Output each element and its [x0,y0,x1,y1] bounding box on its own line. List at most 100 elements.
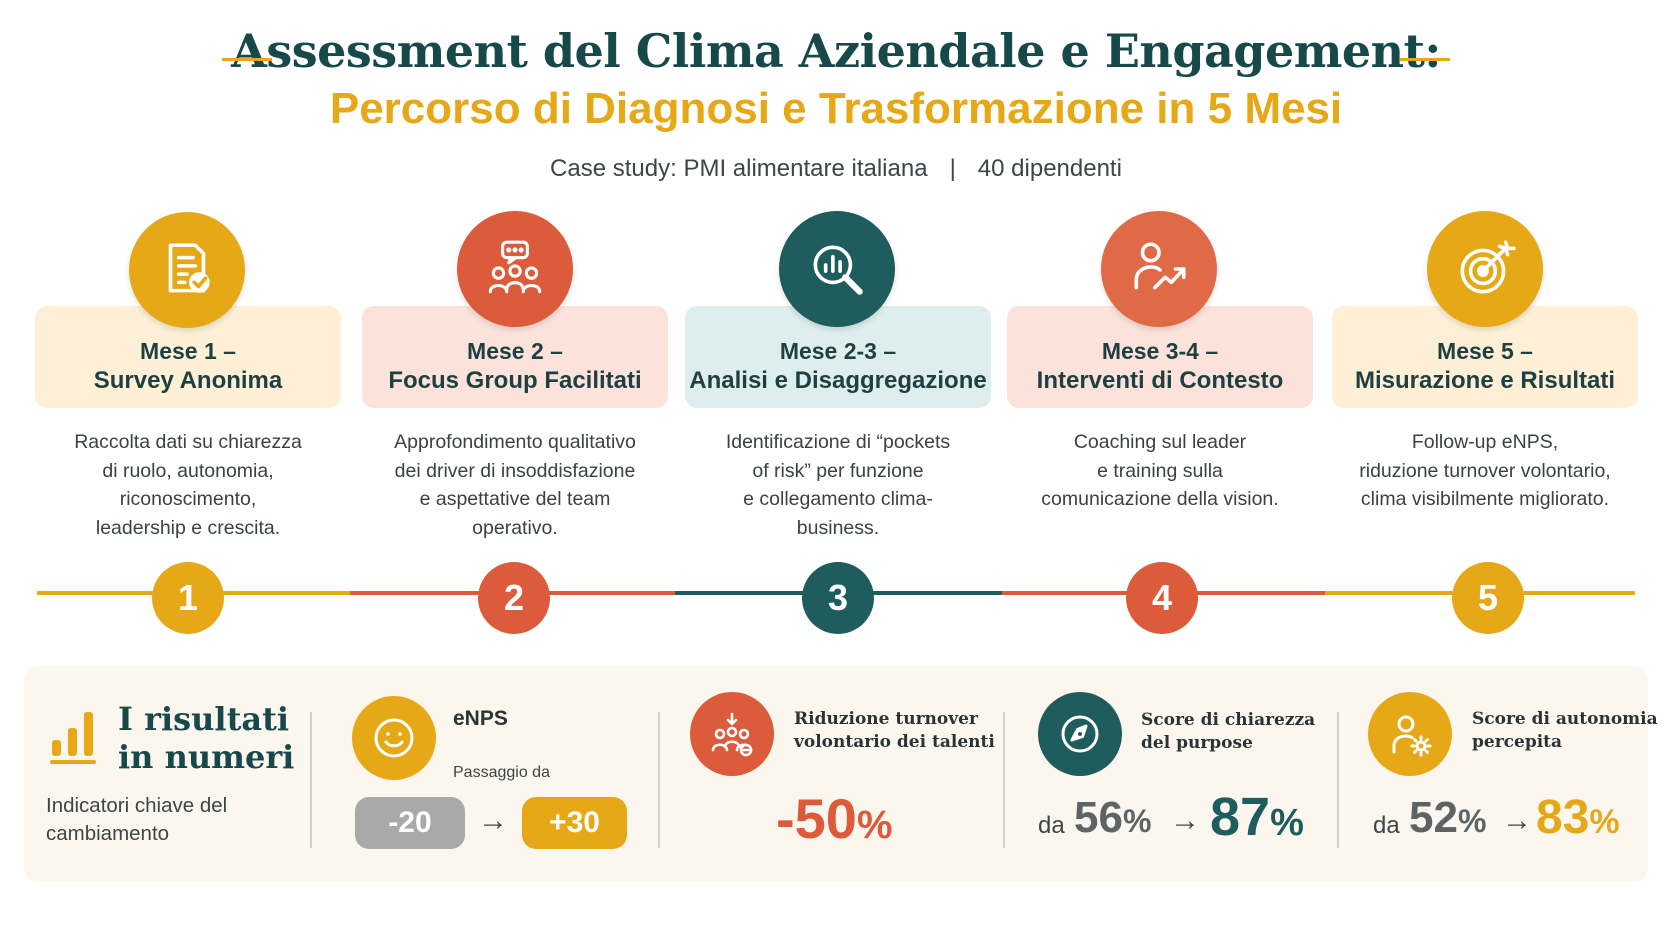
team-reduction-icon [690,692,774,776]
enps-label: eNPS [453,707,508,730]
case-study-separator: | [949,155,956,182]
page-subtitle: Percorso di Diagnosi e Trasformazione in… [329,84,1343,133]
step-3-desc-line: business. [796,516,880,539]
autonomy-arrow: → [1502,804,1532,837]
results-subtitle-line: Indicatori chiave del [46,794,228,817]
step-2-desc-line: Approfondimento qualitativo [394,431,636,453]
step-number-1: 1 [152,562,224,634]
focus-group-icon [457,211,573,327]
step-2-desc-line: dei driver di insoddisfazione [394,459,636,482]
purpose-from-unit: % [1122,803,1152,839]
step-1-desc-line: Raccolta dati su chiarezza [74,431,302,453]
autonomy-label-line: Score di autonomia [1472,709,1658,729]
step-2-title: Focus Group Facilitati [388,367,642,394]
smiley-icon [352,696,436,780]
results-subtitle-line: cambiamento [46,822,170,845]
step-number-4: 4 [1126,562,1198,634]
results-panel [24,666,1648,882]
person-gear-icon [1368,692,1452,776]
turnover-unit: % [856,803,893,847]
step-4-title: Interventi di Contesto [1036,367,1284,394]
turnover-label-line: Riduzione turnover [794,709,978,729]
step-4-desc-line: comunicazione della vision. [1041,488,1279,510]
step-5-desc-line: clima visibilmente migliorato. [1360,488,1610,510]
checklist-document-icon [129,212,245,328]
turnover-number: -50 [776,787,857,850]
purpose-label: Score di chiarezza del purpose [1141,709,1315,755]
step-5-title: Misurazione e Risultati [1354,367,1616,394]
purpose-from-number: 56 [1074,793,1123,842]
step-number-3: 3 [802,562,874,634]
results-title: I risultati in numeri [118,700,294,776]
step-number-5: 5 [1452,562,1524,634]
employees-text: 40 dipendenti [977,155,1122,182]
autonomy-from-number: 52 [1409,793,1458,842]
step-1-month: Mese 1 – [140,338,236,364]
magnifier-chart-icon [779,211,895,327]
step-5-desc-line: Follow-up eNPS, [1411,431,1559,453]
step-1-description: Raccolta dati su chiarezza di ruolo, aut… [35,428,341,542]
enps-to-badge: +30 [522,797,627,849]
purpose-from: 56% [1074,793,1151,843]
purpose-prefix: da [1038,812,1065,839]
compass-icon [1038,692,1122,776]
step-4-desc-line: Coaching sul leader [1073,431,1247,453]
step-5-month: Mese 5 – [1437,338,1533,364]
turnover-value: -50% [776,786,893,851]
purpose-label-line: Score di chiarezza [1141,710,1316,730]
step-4-desc-line: e training sulla [1097,459,1223,482]
bar-chart-icon [48,700,100,771]
autonomy-to: 83% [1536,790,1620,845]
step-4-month: Mese 3-4 – [1101,338,1219,364]
enps-passage-label: Passaggio da [453,764,550,781]
step-3-title: Analisi e Disaggregazione [689,367,987,394]
turnover-label: Riduzione turnover volontario dei talent… [794,708,995,754]
step-3-desc-line: Identificazione di “pockets [725,431,951,453]
autonomy-to-number: 83 [1536,791,1590,844]
results-subtitle: Indicatori chiave del cambiamento [46,792,227,848]
step-2-description: Approfondimento qualitativo dei driver d… [362,428,668,542]
target-icon [1427,211,1543,327]
purpose-label-line: del purpose [1141,733,1253,753]
step-3-description: Identificazione di “pockets of risk” per… [685,428,991,542]
step-2-desc-line: e aspettative del team [419,488,611,510]
purpose-arrow: → [1170,804,1200,837]
enps-from-badge: -20 [355,797,465,849]
step-number-2: 2 [478,562,550,634]
results-divider [1003,712,1005,848]
case-study-line: Case study: PMI alimentare italiana | 40 d… [0,155,1672,183]
autonomy-label: Score di autonomia percepita [1472,708,1658,754]
step-2-desc-line: operativo. [472,516,558,539]
step-3-desc-line: e collegamento clima- [743,488,933,510]
results-title-line: I risultati [118,700,290,738]
title-dash-right [1400,58,1450,61]
enps-arrow: → [478,804,508,837]
step-5-description: Follow-up eNPS, riduzione turnover volon… [1332,428,1638,514]
autonomy-prefix: da [1373,812,1400,839]
step-4-description: Coaching sul leader e training sulla com… [1007,428,1313,514]
step-1-desc-line: di ruolo, autonomia, [102,459,274,482]
results-divider [658,712,660,848]
purpose-to-unit: % [1270,802,1304,844]
results-divider [1337,712,1339,848]
page-title: Assessment del Clima Aziendale e Engagem… [231,24,1441,78]
case-study-text: Case study: PMI alimentare italiana [550,155,928,182]
purpose-to: 87% [1210,786,1304,848]
step-3-desc-line: of risk” per funzione [752,459,924,482]
purpose-to-number: 87 [1210,787,1271,847]
person-growth-icon [1101,211,1217,327]
autonomy-from-unit: % [1457,803,1487,839]
step-3-month: Mese 2-3 – [779,338,897,364]
results-title-line: in numeri [118,738,295,776]
autonomy-to-unit: % [1589,803,1620,841]
step-1-desc-line: leadership e crescita. [95,516,281,539]
results-divider [310,712,312,848]
step-1-desc-line: riconoscimento, [119,488,257,510]
step-1-title: Survey Anonima [93,367,283,394]
step-5-desc-line: riduzione turnover volontario, [1359,459,1611,482]
autonomy-label-line: percepita [1472,732,1563,752]
turnover-label-line: volontario dei talenti [794,732,995,752]
step-2-month: Mese 2 – [467,338,563,364]
autonomy-from: 52% [1409,793,1486,843]
title-row: Assessment del Clima Aziendale e Engagem… [0,24,1672,78]
